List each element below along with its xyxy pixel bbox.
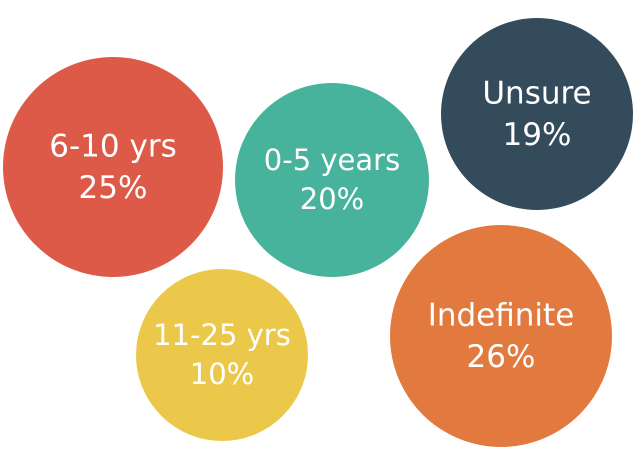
bubble-value-label: 19% bbox=[503, 117, 572, 153]
bubble-category-label: Indefinite bbox=[428, 297, 575, 333]
bubble-2: 0-5 years 20% bbox=[235, 83, 429, 277]
bubble-category-label: 6-10 yrs bbox=[49, 128, 176, 164]
bubble-circle bbox=[390, 225, 612, 447]
bubble-1: 6-10 yrs 25% bbox=[3, 57, 223, 277]
bubble-value-label: 20% bbox=[300, 182, 364, 216]
bubble-value-label: 10% bbox=[190, 357, 254, 391]
bubble-value-label: 26% bbox=[467, 339, 536, 375]
bubble-3: Unsure 19% bbox=[441, 18, 633, 210]
bubble-circle bbox=[3, 57, 223, 277]
bubble-circle bbox=[136, 269, 308, 441]
bubble-circle bbox=[441, 18, 633, 210]
bubble-category-label: 0-5 years bbox=[264, 143, 400, 177]
bubble-category-label: 11-25 yrs bbox=[153, 318, 291, 352]
bubble-5: Indefinite 26% bbox=[390, 225, 612, 447]
bubble-circle bbox=[235, 83, 429, 277]
bubble-value-label: 25% bbox=[79, 170, 148, 206]
bubble-category-label: Unsure bbox=[482, 75, 591, 111]
bubble-4: 11-25 yrs 10% bbox=[136, 269, 308, 441]
